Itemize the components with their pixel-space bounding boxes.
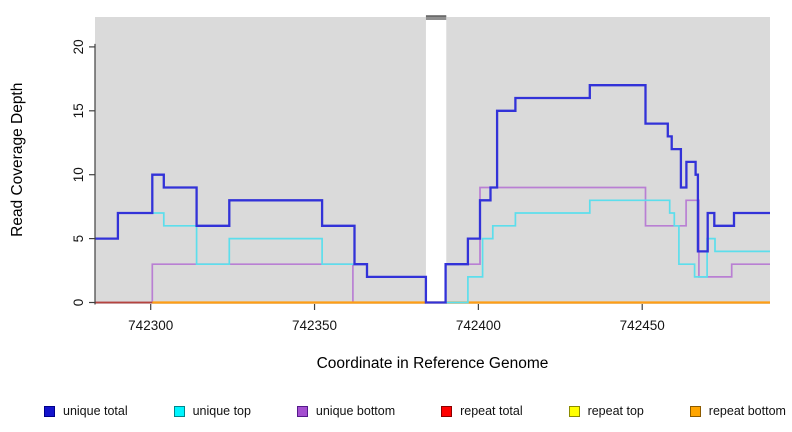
legend-item-repeat-bottom: repeat bottom bbox=[689, 404, 786, 418]
legend-swatch-repeat-top bbox=[568, 405, 580, 417]
y-tick-label: 15 bbox=[71, 103, 86, 118]
legend-swatch-unique-top bbox=[173, 405, 185, 417]
x-tick-label: 742400 bbox=[456, 318, 501, 333]
legend-item-repeat-top: repeat top bbox=[568, 404, 644, 418]
x-tick-label: 742450 bbox=[620, 318, 665, 333]
x-tick-label: 742300 bbox=[128, 318, 173, 333]
series-lines bbox=[95, 84, 770, 304]
legend-label: repeat top bbox=[587, 404, 644, 418]
legend-item-unique-bottom: unique bottom bbox=[296, 404, 396, 418]
plot-panel bbox=[95, 15, 770, 304]
y-tick-label: 20 bbox=[71, 39, 86, 54]
y-tick-label: 10 bbox=[71, 167, 86, 182]
no-data-gap-band bbox=[425, 16, 447, 304]
series-unique-top bbox=[95, 199, 770, 304]
legend: unique total unique top unique bottom re… bbox=[44, 398, 786, 424]
legend-label: unique bottom bbox=[315, 404, 396, 418]
legend-label: repeat bottom bbox=[708, 404, 786, 418]
x-tick-label: 742350 bbox=[292, 318, 337, 333]
gap-cap bbox=[425, 16, 447, 20]
legend-label: unique top bbox=[192, 404, 251, 418]
legend-item-repeat-total: repeat total bbox=[441, 404, 523, 418]
x-axis-title: Coordinate in Reference Genome bbox=[317, 355, 549, 372]
legend-swatch-repeat-bottom bbox=[689, 405, 701, 417]
y-tick-label: 5 bbox=[71, 235, 86, 243]
legend-swatch-repeat-total bbox=[441, 405, 453, 417]
legend-swatch-unique-total bbox=[44, 405, 55, 417]
coverage-chart: 742300 742350 742400 742450 0 5 10 15 20 Coordin… bbox=[9, 15, 770, 372]
axes: 742300 742350 742400 742450 0 5 10 15 20 bbox=[71, 39, 665, 333]
y-axis-title: Read Coverage Depth bbox=[9, 83, 26, 237]
legend-item-unique-total: unique total bbox=[44, 404, 128, 418]
legend-item-unique-top: unique top bbox=[173, 404, 251, 418]
series-unique-total bbox=[95, 84, 770, 304]
legend-swatch-unique-bottom bbox=[296, 405, 308, 417]
legend-label: unique total bbox=[63, 404, 128, 418]
y-tick-label: 0 bbox=[71, 299, 86, 307]
legend-label: repeat total bbox=[460, 404, 523, 418]
